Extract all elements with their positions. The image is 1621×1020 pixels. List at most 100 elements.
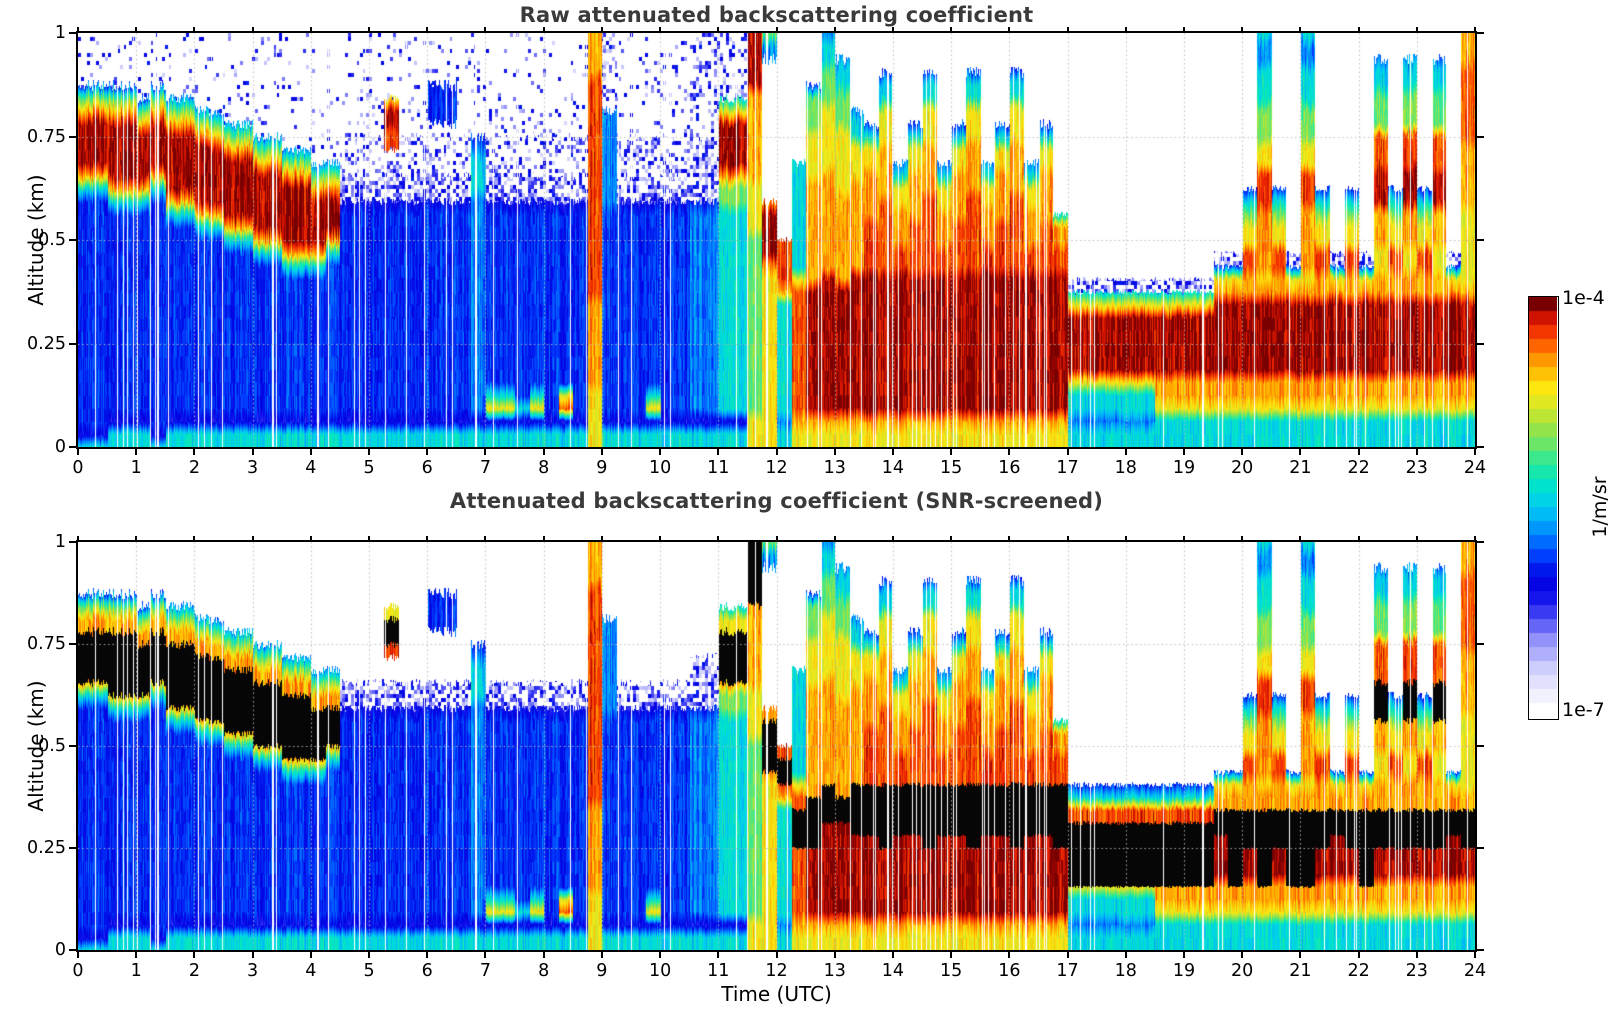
x-tick-mark	[1241, 952, 1244, 958]
heatmap-raw-canvas	[78, 33, 1475, 447]
x-tick-label: 9	[596, 961, 608, 981]
x-tick-mark	[1066, 952, 1069, 958]
x-tick-mark-top	[484, 27, 487, 31]
x-tick-mark	[717, 952, 720, 958]
y-tick-mark-right	[1477, 135, 1484, 138]
x-tick-mark-top	[1357, 536, 1360, 540]
x-tick-mark	[1182, 952, 1185, 958]
x-tick-mark-top	[717, 536, 720, 540]
x-tick-label: 5	[363, 961, 375, 981]
x-tick-mark	[950, 449, 953, 455]
x-tick-label: 17	[1056, 458, 1079, 478]
x-tick-label: 0	[72, 458, 84, 478]
colorbar-unit-label: 1/m/sr	[1589, 476, 1611, 538]
x-tick-label: 14	[881, 961, 905, 981]
y-tick-label: 0.75	[27, 634, 66, 654]
x-tick-mark	[1124, 952, 1127, 958]
x-tick-label: 4	[305, 961, 317, 981]
x-tick-mark-top	[1474, 536, 1476, 540]
x-tick-mark-top	[309, 536, 312, 540]
x-tick-mark-top	[1357, 27, 1360, 31]
y-tick-mark	[69, 446, 76, 448]
x-tick-mark	[775, 449, 778, 455]
x-tick-mark-top	[775, 536, 778, 540]
x-tick-mark	[309, 952, 312, 958]
x-tick-mark	[251, 952, 254, 958]
x-tick-label: 8	[538, 961, 550, 981]
x-tick-label: 6	[421, 961, 433, 981]
x-tick-mark-top	[1008, 536, 1011, 540]
x-axis-label: Time (UTC)	[721, 982, 832, 1006]
x-tick-mark	[77, 449, 79, 455]
x-tick-mark	[426, 449, 429, 455]
x-tick-mark	[251, 449, 254, 455]
x-tick-mark-top	[193, 27, 196, 31]
x-tick-label: 17	[1056, 961, 1079, 981]
x-tick-mark	[1124, 449, 1127, 455]
x-tick-mark-top	[484, 536, 487, 540]
x-tick-mark-top	[77, 536, 79, 540]
x-tick-label: 23	[1405, 458, 1428, 478]
x-tick-mark	[600, 449, 603, 455]
x-tick-mark-top	[659, 536, 662, 540]
x-tick-mark	[368, 449, 371, 455]
heatmap-screened-canvas	[78, 542, 1475, 950]
x-tick-mark-top	[1182, 27, 1185, 31]
x-tick-mark-top	[1299, 536, 1302, 540]
x-tick-mark-top	[1066, 536, 1069, 540]
y-tick-label: 0.75	[27, 126, 66, 147]
y-tick-mark	[69, 135, 76, 138]
x-tick-label: 1	[130, 458, 142, 478]
x-tick-mark	[659, 449, 662, 455]
x-tick-mark	[659, 952, 662, 958]
x-tick-label: 5	[363, 458, 375, 478]
x-tick-mark-top	[1124, 27, 1127, 31]
x-tick-label: 10	[648, 961, 672, 981]
x-tick-mark-top	[600, 536, 603, 540]
colorbar	[1528, 296, 1559, 720]
x-tick-mark-top	[135, 27, 138, 31]
x-tick-label: 10	[648, 458, 672, 478]
x-tick-mark	[833, 952, 836, 958]
y-tick-mark-right	[1477, 342, 1484, 345]
x-tick-label: 1	[130, 961, 142, 981]
x-tick-label: 24	[1463, 961, 1487, 981]
x-tick-label: 13	[823, 961, 846, 981]
x-tick-mark	[600, 952, 603, 958]
x-tick-mark-top	[891, 27, 894, 31]
x-tick-label: 11	[707, 458, 730, 478]
y-tick-mark-right	[1477, 643, 1484, 645]
x-tick-mark-top	[1182, 536, 1185, 540]
x-tick-label: 0	[72, 961, 84, 981]
x-tick-mark-top	[1241, 27, 1244, 31]
y-tick-label: 1	[54, 532, 66, 552]
x-tick-mark-top	[542, 27, 545, 31]
x-tick-label: 15	[939, 961, 963, 981]
y-tick-mark-right	[1477, 446, 1484, 448]
x-tick-mark	[193, 449, 196, 455]
y-tick-mark-right	[1477, 847, 1484, 849]
x-tick-mark-top	[368, 536, 371, 540]
x-tick-mark	[1182, 449, 1185, 455]
y-tick-label: 0.5	[38, 230, 66, 250]
x-tick-label: 21	[1289, 458, 1312, 478]
x-tick-label: 19	[1172, 458, 1196, 478]
x-tick-mark	[135, 952, 138, 958]
x-tick-mark	[1474, 449, 1476, 455]
y-tick-label: 0	[54, 940, 66, 960]
x-tick-label: 22	[1347, 961, 1370, 981]
x-tick-mark	[717, 449, 720, 455]
x-tick-label: 16	[998, 458, 1021, 478]
x-tick-mark-top	[251, 27, 254, 31]
y-tick-label: 0.5	[38, 736, 66, 756]
x-tick-mark	[1241, 449, 1244, 455]
x-tick-mark	[135, 449, 138, 455]
x-tick-label: 21	[1289, 961, 1312, 981]
x-tick-mark	[1415, 952, 1418, 958]
x-tick-mark-top	[950, 536, 953, 540]
raw-panel-title: Raw attenuated backscattering coefficien…	[519, 3, 1034, 27]
x-tick-mark	[542, 952, 545, 958]
x-tick-mark-top	[251, 536, 254, 540]
x-tick-mark	[1008, 449, 1011, 455]
